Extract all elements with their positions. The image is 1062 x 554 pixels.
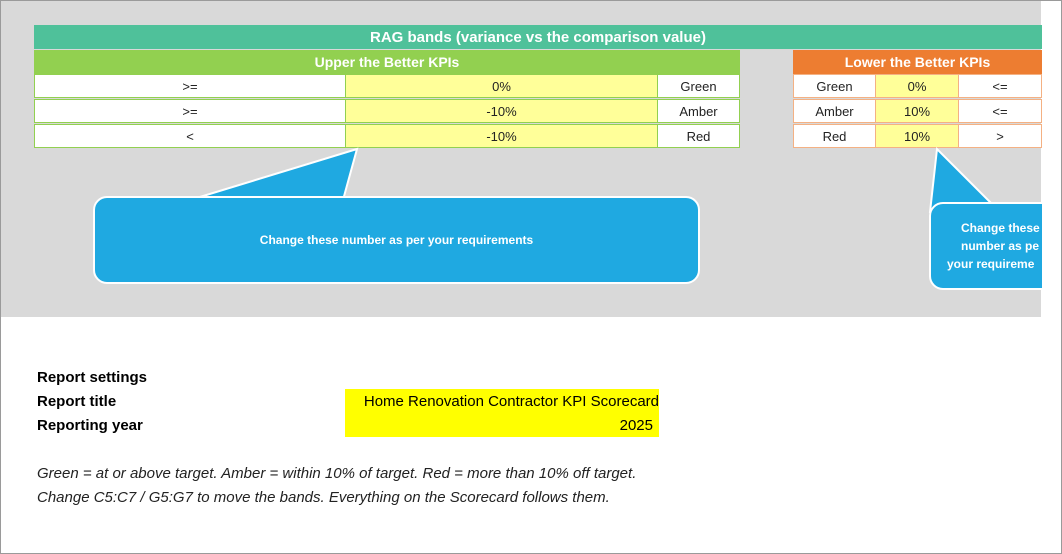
upper-value-input[interactable]: 0% — [345, 74, 658, 98]
reporting-year-value: 2025 — [619, 416, 653, 434]
lower-value-input[interactable]: 10% — [875, 99, 959, 123]
rag-note-line2: Change C5:C7 / G5:G7 to move the bands. … — [37, 489, 610, 506]
reporting-year-input[interactable]: 2025 — [345, 413, 659, 437]
lower-op-cell[interactable]: <= — [958, 74, 1042, 98]
rag-note-line1: Green = at or above target. Amber = with… — [37, 465, 637, 482]
report-title-value: Home Renovation Contractor KPI Scorecard — [363, 392, 659, 410]
upper-callout-text: Change these number as per your requirem… — [259, 233, 534, 247]
upper-op-cell[interactable]: < — [34, 124, 346, 148]
lower-better-title: Lower the Better KPIs — [844, 54, 991, 70]
lower-better-header: Lower the Better KPIs — [793, 50, 1042, 74]
report-title-label: Report title — [37, 393, 117, 410]
report-title-input[interactable]: Home Renovation Contractor KPI Scorecard — [345, 389, 659, 413]
rag-bands-title: RAG bands (variance vs the comparison va… — [370, 28, 706, 46]
upper-value-input[interactable]: -10% — [345, 124, 658, 148]
lower-callout-line1: Change these — [961, 221, 1040, 235]
lower-label-cell[interactable]: Red — [793, 124, 876, 148]
lower-value-input[interactable]: 0% — [875, 74, 959, 98]
upper-better-header: Upper the Better KPIs — [34, 50, 740, 74]
lower-callout-line2: number as pe — [961, 239, 1040, 253]
lower-value-input[interactable]: 10% — [875, 124, 959, 148]
lower-op-cell[interactable]: <= — [958, 99, 1042, 123]
lower-label-cell[interactable]: Amber — [793, 99, 876, 123]
report-settings-label: Report settings — [37, 369, 148, 386]
upper-value-input[interactable]: -10% — [345, 99, 658, 123]
upper-op-cell[interactable]: >= — [34, 74, 346, 98]
upper-callout: Change these number as per your requirem… — [93, 196, 700, 284]
lower-op-cell[interactable]: > — [958, 124, 1042, 148]
lower-callout: Change these number as pe your requireme — [929, 202, 1042, 290]
upper-label-cell[interactable]: Green — [657, 74, 740, 98]
upper-better-title: Upper the Better KPIs — [314, 54, 460, 70]
upper-label-cell[interactable]: Red — [657, 124, 740, 148]
upper-label-cell[interactable]: Amber — [657, 99, 740, 123]
lower-callout-clip: Change these number as pe your requireme — [929, 202, 1042, 290]
lower-callout-line3: your requireme — [947, 257, 1035, 271]
rag-bands-banner: RAG bands (variance vs the comparison va… — [34, 25, 1042, 49]
upper-op-cell[interactable]: >= — [34, 99, 346, 123]
reporting-year-label: Reporting year — [37, 417, 143, 434]
